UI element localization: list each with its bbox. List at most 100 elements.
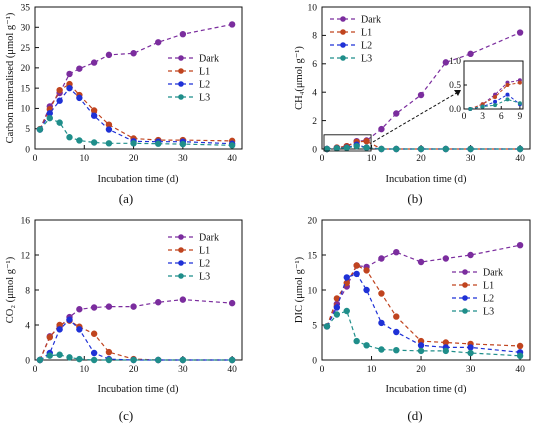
series-line-L2 xyxy=(326,273,521,353)
legend-marker-Dark xyxy=(178,234,184,240)
panel-label: (d) xyxy=(407,408,422,423)
legend-marker-L3 xyxy=(462,308,468,314)
x-tick-label: 10 xyxy=(367,365,377,375)
data-point-L3 xyxy=(179,140,187,148)
panel-d: 0 10 20 30 40 0 5 10 15 20 Incubation time (d) DIC … xyxy=(294,216,531,423)
data-point-L1 xyxy=(393,313,400,320)
x-tick-label: 0 xyxy=(320,365,325,375)
x-tick-label: 40 xyxy=(515,365,525,375)
series-line-L3 xyxy=(39,117,233,146)
data-point-L3 xyxy=(105,356,113,364)
inset-frame xyxy=(463,60,524,110)
x-tick-label: 10 xyxy=(80,365,90,375)
data-point-L3 xyxy=(56,119,63,126)
panel-label: (c) xyxy=(119,408,133,423)
legend-label-Dark: Dark xyxy=(483,268,503,279)
data-point-Dark xyxy=(417,258,425,266)
y-axis-label: DIC (μmol g⁻¹) xyxy=(294,256,305,323)
data-point-L2 xyxy=(56,97,63,104)
legend-label-Dark: Dark xyxy=(199,54,219,65)
inset-data-point-L3 xyxy=(468,107,473,111)
data-point-Dark xyxy=(442,255,450,262)
data-point-L3 xyxy=(343,144,350,152)
data-point-L3 xyxy=(442,347,450,355)
data-point-L3 xyxy=(105,140,113,147)
data-point-L2 xyxy=(333,304,341,311)
legend-label-L3: L3 xyxy=(483,307,494,318)
y-axis-label: CO₂ (μmol g⁻¹) xyxy=(5,256,16,323)
y-tick-label: 5 xyxy=(312,321,317,331)
x-tick-label: 0 xyxy=(320,154,325,164)
legend-label-L2: L2 xyxy=(483,294,494,305)
data-point-Dark xyxy=(90,59,98,66)
data-point-L3 xyxy=(66,134,73,141)
data-point-L2 xyxy=(393,328,400,336)
zoom-region-box xyxy=(323,134,372,152)
inset-data-point-L3 xyxy=(517,101,522,106)
x-tick-label: 0 xyxy=(33,154,38,164)
legend-label-Dark: Dark xyxy=(361,15,381,26)
data-point-Dark xyxy=(76,306,83,313)
y-tick-label: 10 xyxy=(21,105,31,115)
x-axis-label: Incubation time (d) xyxy=(97,384,179,395)
data-point-L3 xyxy=(155,140,162,147)
x-tick-label: 40 xyxy=(227,365,237,375)
y-tick-label: 15 xyxy=(308,251,318,261)
x-tick-label: 10 xyxy=(367,154,377,164)
data-point-L3 xyxy=(353,142,360,150)
data-point-L1 xyxy=(516,342,524,350)
y-tick-label: 12 xyxy=(21,251,31,261)
data-point-L3 xyxy=(333,311,341,318)
legend-marker-L3 xyxy=(340,55,346,61)
data-point-L1 xyxy=(90,330,98,337)
data-point-L1 xyxy=(363,267,370,274)
legend-label-L1: L1 xyxy=(483,281,494,292)
data-point-L2 xyxy=(353,270,360,278)
data-point-L3 xyxy=(467,349,474,357)
y-tick-label: 8 xyxy=(25,286,30,296)
y-tick-label: 10 xyxy=(308,3,318,13)
legend-label-L2: L2 xyxy=(199,80,210,91)
data-point-Dark xyxy=(155,299,162,306)
data-point-L1 xyxy=(105,348,113,356)
data-point-Dark xyxy=(66,70,73,78)
data-point-L3 xyxy=(36,126,44,133)
data-point-L3 xyxy=(228,356,236,364)
data-point-Dark xyxy=(105,51,113,59)
data-point-L3 xyxy=(179,356,187,364)
x-tick-label: 20 xyxy=(129,365,139,375)
data-point-Dark xyxy=(90,304,98,311)
inset-y-tick-label: 0.0 xyxy=(449,105,461,115)
legend-marker-Dark xyxy=(340,16,346,22)
data-point-Dark xyxy=(516,29,524,36)
x-tick-label: 30 xyxy=(178,154,188,164)
inset-data-point-L3 xyxy=(480,104,485,109)
data-point-L3 xyxy=(516,145,524,153)
legend-marker-L3 xyxy=(178,94,184,100)
legend-label-L1: L1 xyxy=(361,28,372,39)
data-point-L3 xyxy=(378,145,385,153)
inset-x-tick-label: 6 xyxy=(499,112,504,122)
data-point-L3 xyxy=(46,114,53,122)
data-point-Dark xyxy=(393,248,400,256)
y-tick-label: 20 xyxy=(21,64,31,74)
data-point-L3 xyxy=(228,142,236,149)
x-tick-label: 20 xyxy=(129,154,139,164)
data-point-L3 xyxy=(353,337,360,345)
panel-a: 0 10 20 30 40 0 5 10 15 20 25 30 35 Incubation time (… xyxy=(5,3,243,206)
x-tick-label: 10 xyxy=(80,154,90,164)
data-point-L1 xyxy=(378,290,385,297)
data-point-L3 xyxy=(90,356,98,364)
legend-marker-Dark xyxy=(178,55,184,61)
legend-label-L1: L1 xyxy=(199,67,210,78)
panel-label: (a) xyxy=(119,191,133,206)
data-point-L1 xyxy=(46,334,53,341)
data-point-L3 xyxy=(442,145,450,153)
series-line-L3 xyxy=(39,354,233,361)
inset-y-tick-label: 0.5 xyxy=(449,81,461,91)
data-point-L3 xyxy=(323,323,331,330)
data-point-L2 xyxy=(76,326,83,333)
inset-data-point-L1 xyxy=(517,80,522,85)
legend-label-L3: L3 xyxy=(199,272,210,283)
